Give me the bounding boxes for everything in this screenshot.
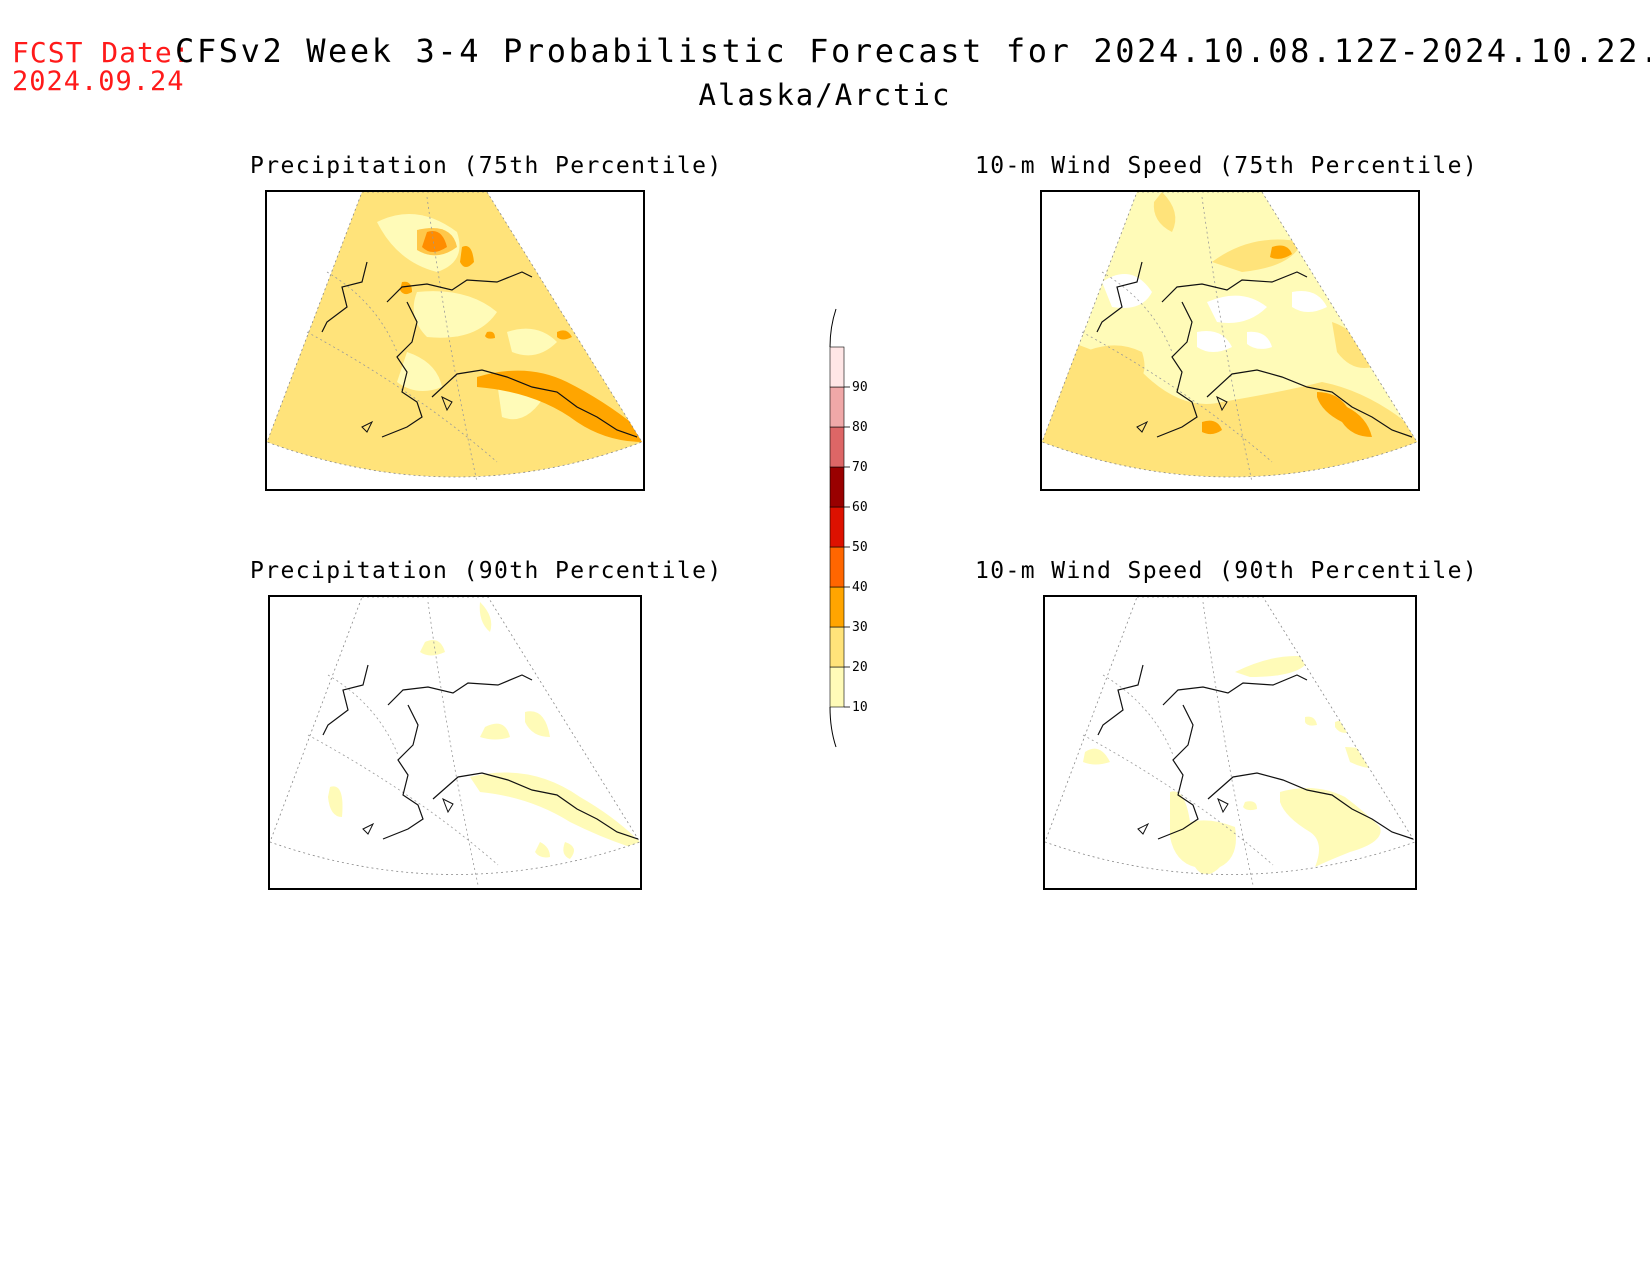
map-wind-90 bbox=[1045, 597, 1415, 886]
shading-10-area bbox=[413, 291, 497, 338]
map-gridlines bbox=[306, 196, 498, 483]
shading-30-area bbox=[557, 330, 572, 340]
panel-title-precip-75: Precipitation (75th Percentile) bbox=[250, 153, 723, 179]
shading-30-area bbox=[1317, 392, 1372, 437]
shading-10-area bbox=[1083, 748, 1110, 765]
map-precip-75 bbox=[267, 192, 643, 483]
shading-30-area bbox=[417, 228, 457, 256]
panel-title-precip-90: Precipitation (90th Percentile) bbox=[250, 558, 723, 584]
map-gridlines bbox=[1081, 196, 1273, 483]
colorbar-bottom-tip bbox=[829, 706, 837, 748]
no-shading-area bbox=[1292, 291, 1327, 312]
map-gridlines bbox=[1082, 601, 1274, 886]
shading-30-area bbox=[1270, 245, 1292, 259]
main-title: CFSv2 Week 3-4 Probabilistic Forecast fo… bbox=[175, 32, 1650, 70]
shading-20-area bbox=[1153, 192, 1176, 232]
colorbar-segment bbox=[829, 546, 845, 588]
shading-10-area bbox=[470, 772, 640, 847]
colorbar-label: 60 bbox=[852, 500, 868, 515]
colorbar-svg: 10 20 30 40 50 60 70 80 90 bbox=[829, 308, 868, 748]
no-shading-area bbox=[1207, 295, 1267, 323]
shading-10-area bbox=[1280, 788, 1381, 867]
no-shading-area bbox=[1197, 331, 1232, 352]
colorbar-label: 10 bbox=[852, 700, 868, 715]
shading-10-area bbox=[397, 352, 442, 391]
panel-title-wind-90: 10-m Wind Speed (90th Percentile) bbox=[975, 558, 1479, 584]
shading-30-area bbox=[1202, 420, 1222, 435]
shading-10-area bbox=[563, 842, 574, 859]
map-panel-wind-90 bbox=[1043, 595, 1417, 890]
shading-30-area bbox=[460, 246, 474, 267]
shading-10-area bbox=[507, 328, 557, 356]
forecast-date-value: 2024.09.24 bbox=[12, 66, 185, 97]
shading-20-area bbox=[1052, 345, 1145, 402]
shading-10-area bbox=[479, 602, 492, 632]
map-wind-75 bbox=[1042, 192, 1418, 483]
shading-10-area bbox=[420, 639, 445, 656]
colorbar-segment bbox=[829, 466, 845, 508]
map-projection-edge bbox=[1042, 192, 1418, 478]
colorbar-segment bbox=[829, 626, 845, 668]
shading-30-area bbox=[485, 331, 495, 339]
map-panel-wind-75 bbox=[1040, 190, 1420, 491]
colorbar-label: 50 bbox=[852, 540, 868, 555]
islands bbox=[362, 797, 454, 835]
region-title: Alaska/Arctic bbox=[698, 78, 952, 112]
coastline bbox=[322, 664, 639, 840]
colorbar-label: 90 bbox=[852, 380, 868, 395]
colorbar-label: 30 bbox=[852, 620, 868, 635]
colorbar-top-tip bbox=[829, 308, 837, 348]
shading-10-area bbox=[1243, 801, 1257, 811]
map-projection-edge bbox=[267, 192, 643, 478]
shading-10-area bbox=[535, 842, 550, 858]
islands bbox=[1137, 797, 1229, 835]
islands bbox=[361, 395, 453, 433]
shading-10-area bbox=[328, 786, 343, 817]
map-panel-precip-75 bbox=[265, 190, 645, 491]
shading-30-area bbox=[477, 370, 642, 442]
shading-20-area bbox=[1332, 322, 1372, 368]
colorbar-segment bbox=[829, 506, 845, 548]
colorbar-segment bbox=[829, 426, 845, 468]
colorbar-segment bbox=[829, 346, 845, 388]
islands bbox=[1136, 395, 1228, 433]
shading-10-area bbox=[1305, 716, 1317, 726]
colorbar-label: 20 bbox=[852, 660, 868, 675]
map-gridlines bbox=[307, 601, 499, 886]
no-shading-area bbox=[1247, 331, 1272, 349]
shading-10-area bbox=[480, 723, 510, 740]
no-shading-area bbox=[1102, 274, 1152, 308]
panel-title-wind-75: 10-m Wind Speed (75th Percentile) bbox=[975, 153, 1479, 179]
coastline bbox=[1096, 261, 1413, 438]
shading-30-area bbox=[400, 281, 412, 295]
forecast-date-label: FCST Date: bbox=[12, 36, 191, 69]
map-panel-precip-90 bbox=[268, 595, 642, 890]
colorbar-segment bbox=[829, 386, 845, 428]
map-precip-90 bbox=[270, 597, 640, 886]
no-shading-base bbox=[270, 597, 640, 875]
coastline bbox=[1097, 664, 1414, 840]
colorbar-segment bbox=[829, 666, 845, 708]
colorbar: 10 20 30 40 50 60 70 80 90 bbox=[810, 308, 930, 748]
shading-10-area bbox=[1235, 656, 1310, 677]
colorbar-label: 80 bbox=[852, 420, 868, 435]
shading-10-area bbox=[1170, 791, 1236, 875]
colorbar-segment bbox=[829, 586, 845, 628]
colorbar-label: 70 bbox=[852, 460, 868, 475]
colorbar-label: 40 bbox=[852, 580, 868, 595]
coastline bbox=[321, 261, 638, 438]
shading-10-area bbox=[525, 711, 550, 737]
